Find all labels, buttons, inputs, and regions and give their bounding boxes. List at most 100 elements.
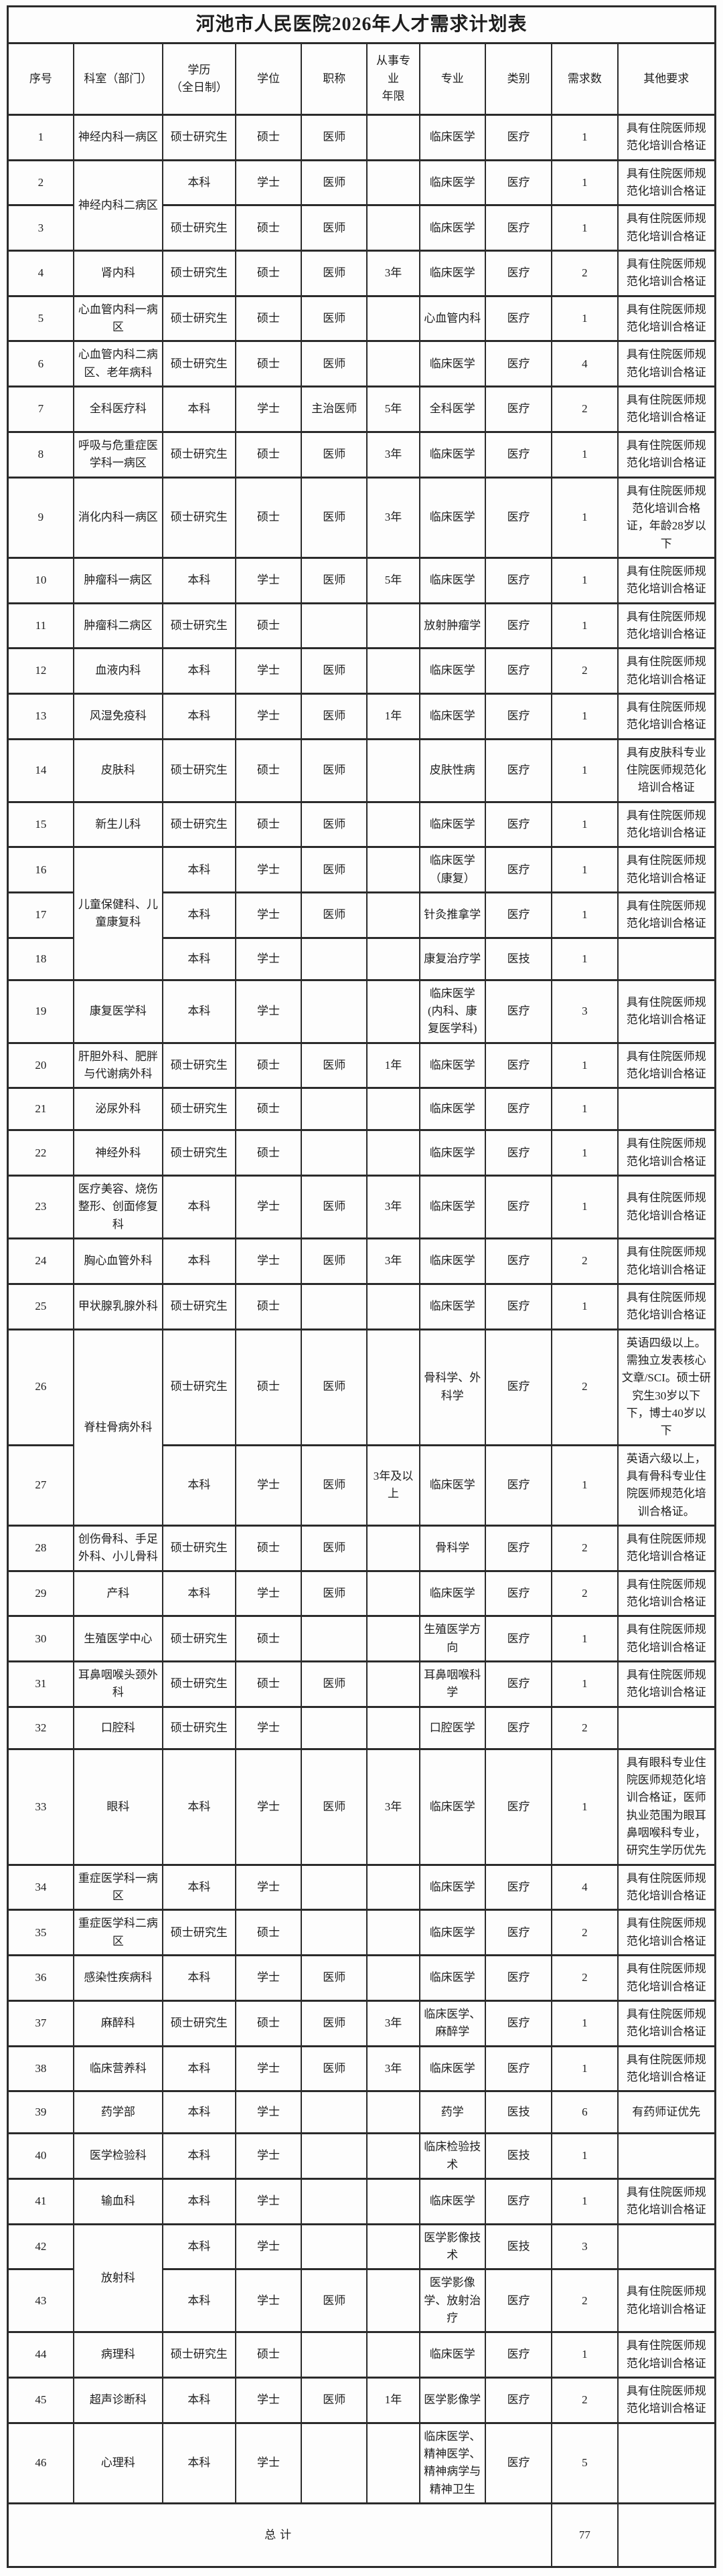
cell-degree: 硕士 xyxy=(234,294,303,343)
cell-degree: 硕士 xyxy=(234,738,303,803)
cell-education: 本科 xyxy=(161,846,236,894)
cell-education: 本科 xyxy=(161,1863,236,1911)
cell-other-requirements xyxy=(617,2421,716,2505)
total-row: 总计 77 xyxy=(7,2502,716,2569)
column-header-count: 需求数 xyxy=(551,42,619,116)
cell-serial: 46 xyxy=(7,2421,74,2505)
cell-degree: 学士 xyxy=(234,978,303,1044)
cell-count: 1 xyxy=(551,936,619,981)
cell-count: 1 xyxy=(551,2132,619,2180)
cell-education: 硕士研究生 xyxy=(161,1087,236,1132)
column-header-other-requirements: 其他要求 xyxy=(617,42,716,116)
table-row: 21 泌尿外科 硕士研究生 硕士 临床医学 医疗 1 xyxy=(7,1087,716,1132)
cell-count: 2 xyxy=(551,1909,619,1957)
cell-department: 肝胆外科、肥胖与代谢病外科 xyxy=(72,1041,163,1090)
cell-category: 医疗 xyxy=(484,1041,553,1090)
cell-years xyxy=(366,204,420,252)
cell-degree: 硕士 xyxy=(234,1328,303,1446)
cell-other-requirements: 具有住院医师规范化培训合格证 xyxy=(617,1999,716,2047)
cell-degree: 硕士 xyxy=(234,602,303,650)
cell-education: 本科 xyxy=(161,2045,236,2093)
cell-serial: 15 xyxy=(7,800,74,849)
cell-major: 医学影像学、放射治疗 xyxy=(418,2268,486,2334)
cell-degree: 硕士 xyxy=(234,1909,303,1957)
cell-job-title: 医师 xyxy=(301,114,368,161)
table-row: 23 医疗美容、烧伤整形、创面修复科 本科 学士 医师 3年 临床医学 医疗 1 具有住院医师规范… xyxy=(7,1175,716,1240)
table-header: 河池市人民医院2026年人才需求计划表 序号 科室（部门） 学历 （全日制） 学… xyxy=(7,5,716,116)
cell-job-title xyxy=(301,978,368,1044)
cell-education: 本科 xyxy=(161,2421,236,2505)
cell-major: 药学 xyxy=(418,2090,486,2135)
cell-other-requirements xyxy=(617,936,716,981)
cell-degree: 学士 xyxy=(234,556,303,604)
cell-education: 本科 xyxy=(161,2223,236,2271)
table-row: 10 肿瘤科一病区 本科 学士 医师 5年 临床医学 医疗 1 具有住院医师规范化培训合格证 xyxy=(7,556,716,604)
cell-job-title xyxy=(301,1087,368,1132)
cell-job-title: 医师 xyxy=(301,2377,368,2424)
cell-education: 硕士研究生 xyxy=(161,1328,236,1446)
cell-job-title: 医师 xyxy=(301,2045,368,2093)
cell-count: 1 xyxy=(551,891,619,939)
cell-years xyxy=(366,936,420,981)
cell-degree: 硕士 xyxy=(234,250,303,297)
cell-other-requirements: 具有住院医师规范化培训合格证，年龄28岁以下 xyxy=(617,476,716,559)
cell-category: 医疗 xyxy=(484,159,553,207)
cell-major: 临床医学 xyxy=(418,340,486,388)
cell-category: 医技 xyxy=(484,2223,553,2271)
cell-category: 医疗 xyxy=(484,1863,553,1911)
cell-job-title: 医师 xyxy=(301,846,368,894)
cell-serial: 32 xyxy=(7,1705,74,1750)
cell-education: 本科 xyxy=(161,692,236,740)
cell-serial: 35 xyxy=(7,1909,74,1957)
cell-serial: 23 xyxy=(7,1175,74,1240)
cell-degree: 学士 xyxy=(234,2421,303,2505)
cell-serial: 28 xyxy=(7,1524,74,1572)
cell-other-requirements: 具有住院医师规范化培训合格证 xyxy=(617,1863,716,1911)
cell-major: 全科医学 xyxy=(418,385,486,433)
cell-other-requirements: 具有住院医师规范化培训合格证 xyxy=(617,602,716,650)
cell-job-title: 医师 xyxy=(301,556,368,604)
cell-category: 医疗 xyxy=(484,1175,553,1240)
cell-other-requirements: 具有住院医师规范化培训合格证 xyxy=(617,294,716,343)
cell-education: 本科 xyxy=(161,1237,236,1285)
cell-education: 本科 xyxy=(161,2090,236,2135)
table-row: 28 创伤骨科、手足外科、小儿骨科 硕士研究生 硕士 医师 骨科学 医疗 2 具有住院医师规范化… xyxy=(7,1524,716,1572)
cell-count: 2 xyxy=(551,1328,619,1446)
cell-serial: 14 xyxy=(7,738,74,803)
cell-department: 胸心血管外科 xyxy=(72,1237,163,1285)
cell-major: 临床医学 xyxy=(418,1087,486,1132)
cell-category: 医疗 xyxy=(484,978,553,1044)
cell-count: 1 xyxy=(551,159,619,207)
cell-job-title xyxy=(301,2223,368,2271)
cell-count: 2 xyxy=(551,1954,619,2002)
cell-count: 1 xyxy=(551,204,619,252)
table-row: 36 感染性疾病科 本科 学士 医师 临床医学 医疗 2 具有住院医师规范化培训合格证 xyxy=(7,1954,716,2002)
cell-years xyxy=(366,340,420,388)
cell-education: 硕士研究生 xyxy=(161,430,236,479)
cell-other-requirements: 具有住院医师规范化培训合格证 xyxy=(617,1237,716,1285)
cell-degree: 学士 xyxy=(234,1747,303,1866)
cell-degree: 学士 xyxy=(234,2132,303,2180)
cell-degree: 硕士 xyxy=(234,114,303,161)
cell-serial: 26 xyxy=(7,1328,74,1446)
cell-degree: 学士 xyxy=(234,2090,303,2135)
table-row: 30 生殖医学中心 硕士研究生 硕士 生殖医学方向 医疗 1 具有住院医师规范化培训合格证 xyxy=(7,1615,716,1663)
cell-category: 医疗 xyxy=(484,1747,553,1866)
cell-category: 医疗 xyxy=(484,2421,553,2505)
cell-education: 本科 xyxy=(161,978,236,1044)
cell-degree: 硕士 xyxy=(234,340,303,388)
cell-years: 1年 xyxy=(366,1041,420,1090)
table-row: 39 药学部 本科 学士 药学 医技 6 有药师证优先 xyxy=(7,2090,716,2135)
cell-serial: 7 xyxy=(7,385,74,433)
cell-education: 硕士研究生 xyxy=(161,1705,236,1750)
cell-department: 创伤骨科、手足外科、小儿骨科 xyxy=(72,1524,163,1572)
cell-education: 本科 xyxy=(161,2132,236,2180)
cell-education: 本科 xyxy=(161,647,236,695)
table-row: 29 产科 本科 学士 医师 临床医学 医疗 2 具有住院医师规范化培训合格证 xyxy=(7,1569,716,1618)
cell-major: 临床医学 xyxy=(418,1129,486,1177)
cell-department: 医疗美容、烧伤整形、创面修复科 xyxy=(72,1175,163,1240)
cell-count: 4 xyxy=(551,1863,619,1911)
cell-years xyxy=(366,1615,420,1663)
table-row: 26 脊柱骨病外科 硕士研究生 硕士 医师 骨科学、外科学 医疗 2 英语四级以上。需独立发表核… xyxy=(7,1328,716,1527)
cell-count: 6 xyxy=(551,2090,619,2135)
